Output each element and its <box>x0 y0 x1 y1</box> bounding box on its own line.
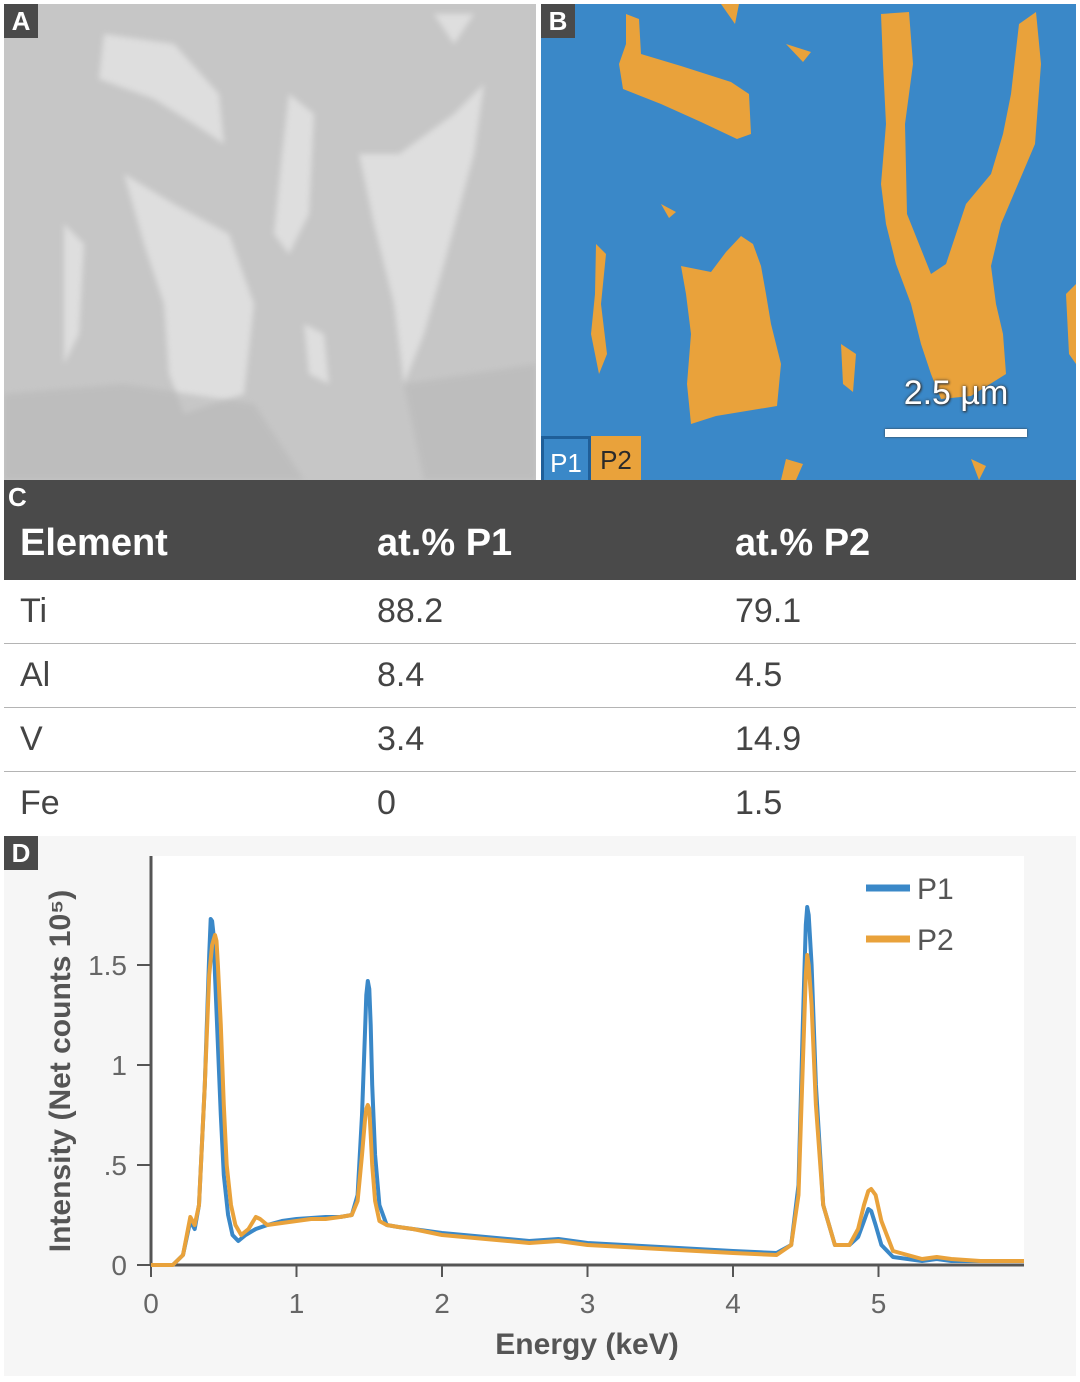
header-p1: at.% P1 <box>377 522 513 564</box>
panel-label-c: C <box>8 482 27 512</box>
panel-label-a: A <box>4 4 38 38</box>
legend-p2: P2 <box>591 436 641 480</box>
phase-map-image <box>541 4 1076 480</box>
cell-element: V <box>20 720 43 758</box>
table-row: Ti 88.2 79.1 <box>4 580 1076 644</box>
y-tick-label: 0 <box>111 1250 127 1281</box>
cell-p1: 3.4 <box>377 720 425 758</box>
table-row: Fe 0 1.5 <box>4 772 1076 835</box>
table-row: V 3.4 14.9 <box>4 708 1076 772</box>
y-tick-label: 1.5 <box>88 950 127 981</box>
y-tick-label: .5 <box>104 1150 127 1181</box>
spectrum-chart: 0 1 2 3 4 5 0 .5 1 1.5 P1 P2 Energy (keV) Intensit… <box>44 856 1024 1361</box>
legend-label-p1: P1 <box>917 873 954 906</box>
cell-element: Ti <box>20 592 48 630</box>
plot-area <box>151 856 1024 1266</box>
cell-p2: 14.9 <box>735 720 802 758</box>
legend-p1: P1 <box>541 436 591 480</box>
series-line-p2 <box>151 933 1024 1267</box>
header-p2: at.% P2 <box>735 522 871 564</box>
cell-p1: 88.2 <box>377 592 444 630</box>
legend-label-p2: P2 <box>917 924 954 957</box>
scale-bar <box>885 429 1027 437</box>
y-tick-label: 1 <box>111 1050 127 1081</box>
cell-p2: 1.5 <box>735 784 783 822</box>
scale-bar-label: 2.5 µm <box>903 374 1009 412</box>
composition-table: C Element at.% P1 at.% P2 Ti 88.2 79.1 A… <box>4 480 1076 835</box>
cell-p1: 0 <box>377 784 396 822</box>
sem-image: A <box>4 4 536 480</box>
x-tick-label: 2 <box>434 1288 450 1319</box>
cell-element: Fe <box>20 784 60 822</box>
x-tick-label: 3 <box>580 1288 596 1319</box>
table-header: C Element at.% P1 at.% P2 <box>4 480 1076 580</box>
table-row: Al 8.4 4.5 <box>4 644 1076 708</box>
cell-p1: 8.4 <box>377 656 425 694</box>
x-tick-label: 4 <box>725 1288 741 1319</box>
panel-label-d: D <box>4 836 38 870</box>
x-tick-label: 5 <box>871 1288 887 1319</box>
sem-micrograph <box>4 4 536 480</box>
x-axis-label: Energy (keV) <box>495 1328 678 1361</box>
cell-p2: 79.1 <box>735 592 802 630</box>
x-tick-label: 0 <box>143 1288 159 1319</box>
header-element: Element <box>20 522 168 564</box>
phase-map: 2.5 µm P1 P2 B <box>541 4 1076 480</box>
panel-label-b: B <box>541 4 575 38</box>
x-tick-label: 1 <box>289 1288 305 1319</box>
cell-element: Al <box>20 656 51 694</box>
cell-p2: 4.5 <box>735 656 783 694</box>
y-axis-label: Intensity (Net counts 10⁵) <box>44 890 77 1252</box>
spectrum-panel: 0 1 2 3 4 5 0 .5 1 1.5 P1 P2 Energy (keV) Intensit… <box>4 836 1076 1376</box>
